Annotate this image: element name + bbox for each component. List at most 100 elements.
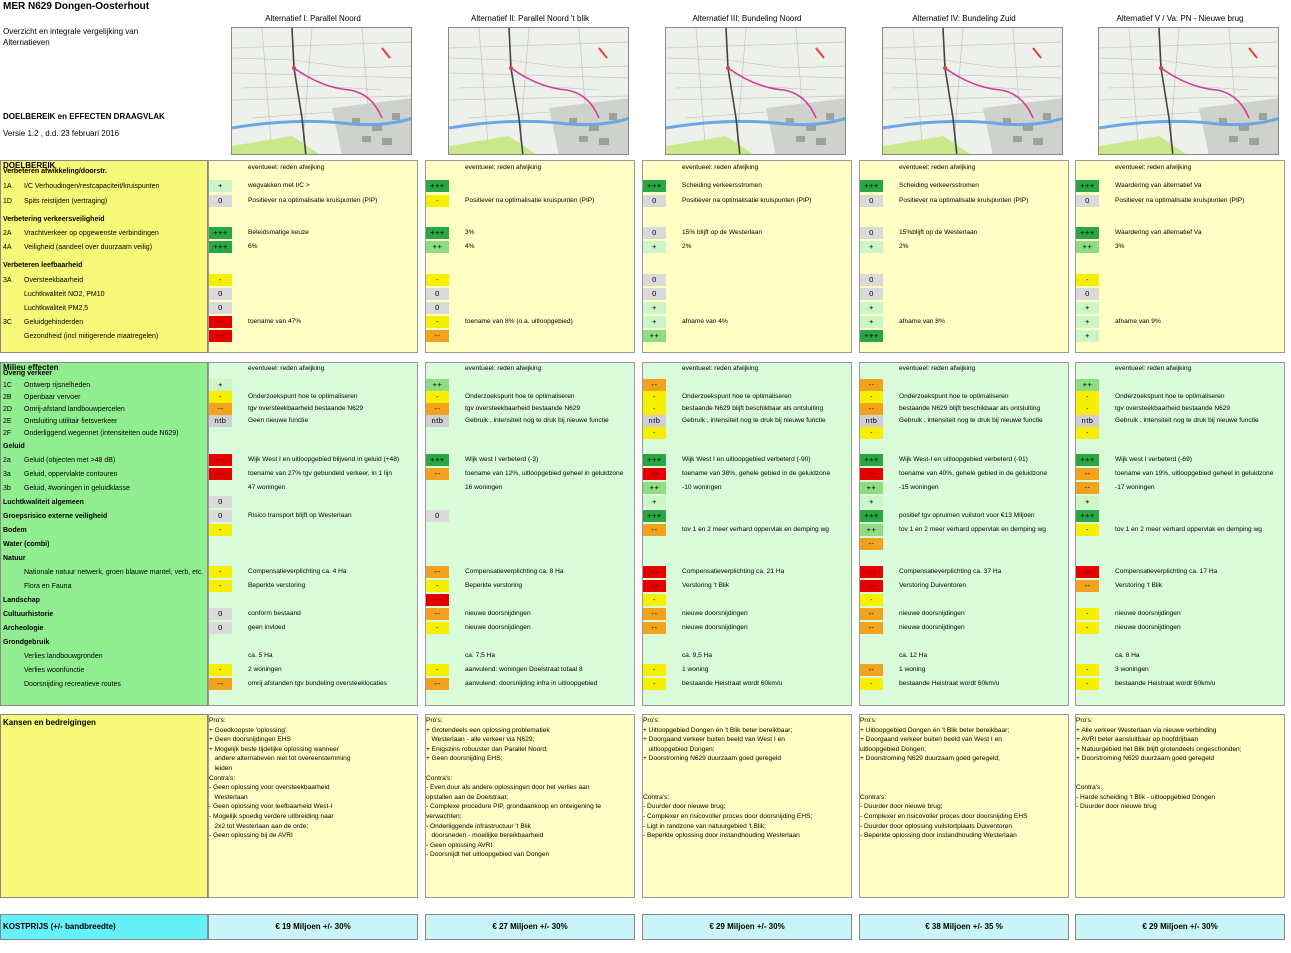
effect-note: Compensatieverplichting ca. 17 Ha [1115,568,1218,575]
score-cell: ntb [1076,415,1099,427]
effect-note: Risico transport blijft op Westerlaan [248,512,352,519]
score-cell: - [860,678,883,690]
criteria-row: 2E Ontsluiting utilitair fietsverkeer [3,417,117,426]
score-cell: +++ [426,227,449,239]
score-cell: +++ [1076,510,1099,522]
effect-note: toename van 27% tgv gebundeld verkeer, i… [248,470,393,477]
score-note: 4% [465,243,475,250]
milieu-column [859,362,1069,706]
score-cell: - [1076,664,1099,676]
score-cell: -- [426,468,449,480]
kansen-column [425,714,635,898]
score-cell: -- [426,566,449,578]
score-cell: 0 [643,195,666,207]
score-cell: ++ [1076,379,1099,391]
kostprijs-label-panel [0,914,208,940]
effect-note: toename van 12%, uitloopgebied geheel in… [465,470,624,477]
effect-note: Wijk West-I en uitloopgebied verbeterd (… [899,456,1028,463]
effect-note: Verstoring 't Blik [1115,582,1163,589]
score-cell: - [209,274,232,286]
criteria-text: Openbaar vervoer [24,394,81,401]
effect-note: omrij afstanden tgv bundeling oversteekl… [248,680,387,687]
effect-note: Wijk west I verbeterd (-69) [1115,456,1192,463]
effect-note: conform bestaand [248,610,301,617]
effect-note: tgv oversteekbaarheid bestaande N629 [1115,405,1231,412]
page-title: MER N629 Dongen-Oosterhout [3,1,150,12]
score-cell: - [209,580,232,592]
criteria-text: Geluidgehinderden [24,319,84,326]
kansen-column [208,714,418,898]
effect-note: Gebruik , intensiteit nog te druk bij ni… [1115,417,1259,424]
score-cell: 0 [426,302,449,314]
criteria-text: Onderliggend wegennet (intensiteiten oud… [24,430,179,437]
kansen-column [1075,714,1285,898]
criteria-row: 1C Ontwerp rijsnelheden [3,381,90,390]
pros-contras-text: Pro's: + Grotendeels een oplossing probl… [426,717,602,859]
score-cell: - [209,664,232,676]
effect-note: ca. 12 Ha [899,652,928,659]
score-cell: + [1076,302,1099,314]
doelbereik-label-panel [0,160,208,353]
criteria-section-heading: Verbeteren afwikkeling/doorstr. [3,168,107,175]
milieu-column [425,362,635,706]
score-cell: -- [860,664,883,676]
effect-note: Beperkte verstoring [248,582,306,589]
score-cell: ++ [643,330,666,342]
score-cell: -- [426,608,449,620]
criteria-code: 3a [3,471,11,478]
criteria-row: Verlies woonfunctie [3,666,84,675]
effect-note: nieuwe doorsnijdingen [1115,610,1181,617]
criteria-text: Luchtkwaliteit PM2,5 [24,305,89,312]
score-cell: 0 [1076,288,1099,300]
score-cell: ntb [426,415,449,427]
criteria-section-heading: Verbeteren leefbaarheid [3,262,83,269]
score-cell: - [1076,427,1099,439]
effect-note: -15 woningen [899,484,939,491]
score-cell: - [426,274,449,286]
score-cell: --- [860,566,883,578]
milieu-column [642,362,852,706]
effect-note: Verstoring 't Blik [682,582,730,589]
score-note: 15%blijft op de Westerlaan [899,229,978,236]
score-cell: -- [1076,580,1099,592]
criteria-row: Nationale natuur netwerk, groen blauwe m… [3,568,203,577]
score-cell: -- [426,678,449,690]
criteria-text: I/C Verhoudingen/restcapaciteit/kruispun… [24,183,160,190]
effect-note: ca. 9,5 Ha [682,652,713,659]
score-cell: --- [1076,566,1099,578]
kostprijs-label: KOSTPRIJS (+/- bandbreedte) [3,922,116,931]
score-cell: -- [643,608,666,620]
score-cell: 0 [209,510,232,522]
criteria-text: Ontwerp rijsnelheden [24,382,91,389]
score-cell: - [426,664,449,676]
effect-note: bestaande Heistraat wordt 60km/u [1115,680,1216,687]
criteria-section-heading: Verbetering verkeersveiligheid [3,216,105,223]
score-cell: - [426,195,449,207]
score-cell: -- [1076,468,1099,480]
score-note: Waardering van alternatief Va [1115,182,1202,189]
kostprijs-value: € 38 Miljoen +/- 35 % [859,914,1069,940]
score-note: Positiever na optimalisatie kruispunten … [248,197,378,204]
score-cell: 0 [860,274,883,286]
score-cell: 0 [209,302,232,314]
criteria-row: 1A I/C Verhoudingen/restcapaciteit/kruisp… [3,182,159,191]
doelbereik-column [425,160,635,353]
effect-note: Compensatieverplichting ca. 4 Ha [248,568,347,575]
effect-note: Onderzoekspunt hoe te optimaliseren [899,393,1009,400]
score-cell: --- [860,580,883,592]
criteria-code: 1C [3,382,12,389]
score-cell: - [1076,274,1099,286]
subtitle-line1: Overzicht en integrale vergelijking van [3,27,139,36]
criteria-row: Gezondheid (incl mitigerende maatregelen… [3,332,158,341]
effect-note: Wijk West I en uitloopgebied verbeterd (… [682,456,811,463]
criteria-code: 2E [3,418,12,425]
criteria-row: 2A Vrachtverkeer op opgewenste verbinding… [3,229,159,238]
score-cell: - [643,678,666,690]
pros-contras-text: Pro's: + Goedkoopste 'oplossing' + Geen … [209,717,351,840]
score-note: 15% blijft op de Westerlaan [682,229,763,236]
score-note: 3% [1115,243,1125,250]
score-cell: + [643,316,666,328]
score-cell: ++ [860,524,883,536]
effect-note: tov 1 en 2 meer verhard oppervlak en dem… [899,526,1046,533]
score-cell: + [860,241,883,253]
